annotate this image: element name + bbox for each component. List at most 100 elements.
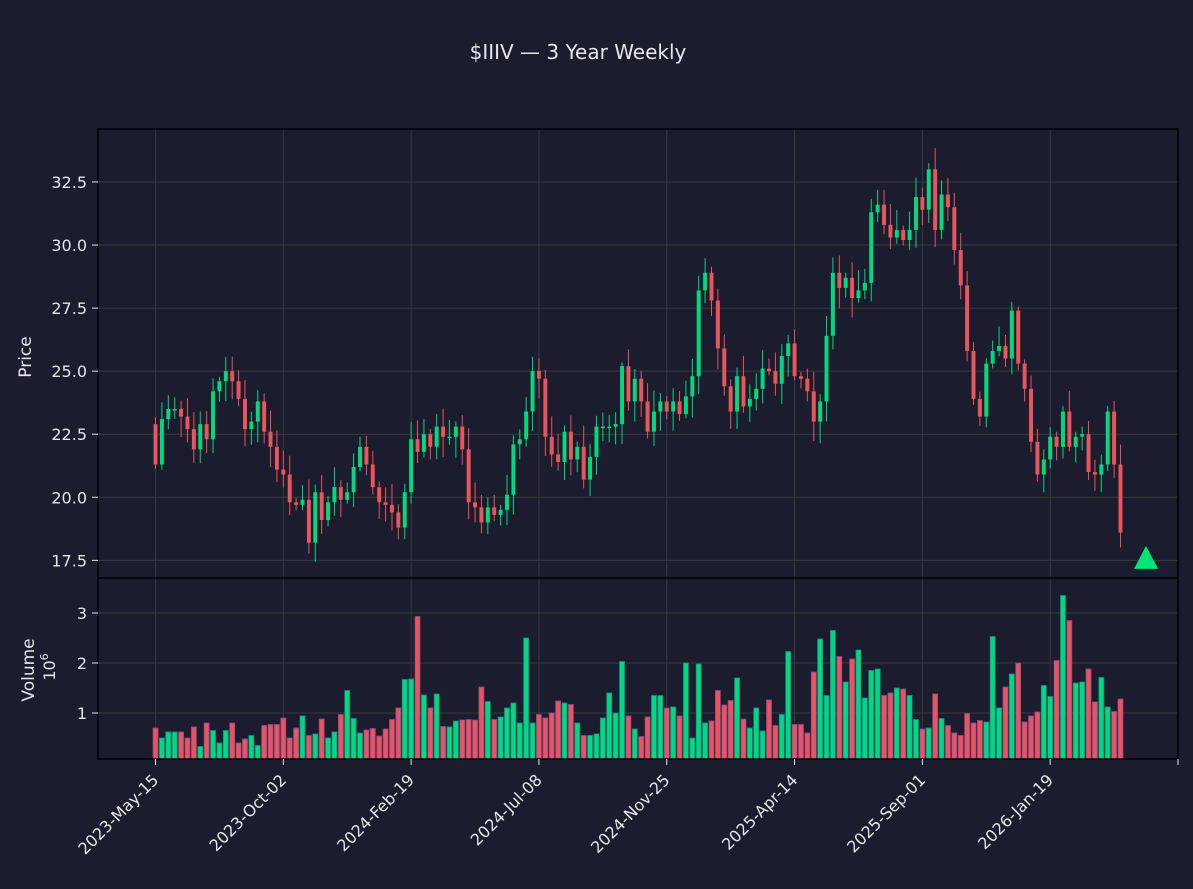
- volume-bar: [357, 732, 363, 760]
- volume-bar: [248, 735, 255, 760]
- candle-body: [901, 229, 906, 240]
- volume-bar: [1028, 715, 1034, 760]
- candle-body: [409, 439, 414, 493]
- candle-body: [530, 371, 535, 412]
- volume-bar: [548, 712, 555, 760]
- candle-body: [703, 272, 708, 291]
- candle-body: [313, 492, 318, 543]
- volume-bar: [945, 725, 951, 760]
- volume-bar: [657, 695, 664, 760]
- volume-bar: [459, 719, 466, 760]
- volume-bar: [216, 742, 223, 760]
- candle-body: [1099, 464, 1104, 475]
- candle-body: [875, 204, 880, 213]
- volume-bar: [382, 728, 389, 760]
- volume-bar: [229, 722, 236, 760]
- candle-body: [779, 356, 784, 384]
- volume-bar: [651, 695, 657, 760]
- volume-bar: [714, 690, 721, 760]
- volume-multiplier-label: 106: [38, 653, 59, 680]
- volume-bar: [165, 731, 172, 760]
- volume-bar: [612, 712, 619, 760]
- candle-body: [191, 429, 196, 450]
- volume-bar: [235, 742, 242, 760]
- candle-body: [914, 197, 918, 230]
- candle-body: [997, 345, 1002, 351]
- volume-bar: [178, 731, 184, 760]
- candle-body: [332, 487, 337, 503]
- volume-bar: [203, 722, 210, 760]
- volume-bar: [325, 737, 331, 760]
- volume-bar: [695, 663, 702, 760]
- candle-body: [1054, 436, 1059, 447]
- volume-bar: [881, 695, 887, 760]
- candle-body: [319, 492, 324, 520]
- volume-bar: [1104, 706, 1111, 760]
- volume-bar: [740, 718, 747, 760]
- volume-bar: [254, 745, 261, 760]
- candle-body: [351, 467, 356, 493]
- candle-body: [159, 419, 164, 465]
- candle-body: [747, 398, 752, 407]
- volume-bar: [293, 727, 299, 760]
- volume-bar: [274, 724, 280, 760]
- candle-body: [741, 376, 746, 407]
- candle-body: [511, 444, 516, 495]
- volume-bar: [1092, 701, 1098, 760]
- volume-bar: [363, 729, 370, 760]
- volume-bar: [727, 700, 734, 760]
- candle-body: [683, 396, 688, 415]
- candle-body: [281, 469, 286, 475]
- candle-body: [658, 401, 663, 412]
- volume-bar: [599, 717, 606, 760]
- volume-bar: [1060, 595, 1066, 760]
- volume-bar: [932, 693, 939, 760]
- candle-body: [498, 509, 503, 515]
- price-tick-label: 17.5: [51, 551, 87, 570]
- volume-bar: [318, 718, 325, 760]
- candle-body: [345, 492, 350, 500]
- volume-bar: [766, 699, 772, 760]
- volume-bar: [919, 728, 926, 760]
- volume-bar: [670, 706, 677, 760]
- volume-bar: [631, 728, 638, 760]
- candle-body: [428, 434, 433, 447]
- candle-body: [421, 434, 426, 452]
- price-tick-label: 22.5: [51, 425, 87, 444]
- volume-bar: [190, 726, 197, 760]
- volume-bar: [938, 718, 945, 760]
- volume-bar: [261, 725, 268, 760]
- volume-bar: [529, 722, 536, 760]
- candle-body: [850, 277, 855, 299]
- volume-bar: [638, 736, 645, 760]
- candle-body: [255, 401, 260, 422]
- candle-body: [798, 376, 803, 379]
- candle-body: [1067, 411, 1072, 447]
- volume-bar: [970, 722, 977, 760]
- volume-tick-label: 3: [77, 604, 87, 623]
- candle-body: [620, 366, 625, 425]
- candle-body: [543, 378, 548, 437]
- candle-body: [1086, 434, 1091, 473]
- volume-bar: [242, 738, 248, 760]
- volume-bar: [951, 732, 958, 760]
- volume-bar: [619, 661, 625, 760]
- volume-bar: [676, 715, 683, 760]
- volume-bar: [734, 677, 740, 760]
- volume-bar: [414, 616, 421, 760]
- volume-bar: [395, 707, 402, 760]
- volume-bar: [644, 716, 651, 760]
- volume-bar: [184, 737, 191, 760]
- candle-body: [664, 401, 669, 412]
- volume-bar: [568, 704, 574, 760]
- candle-body: [223, 371, 228, 382]
- volume-bar: [536, 714, 542, 760]
- volume-bar: [580, 735, 587, 760]
- volume-bar: [593, 733, 600, 760]
- candle-body: [441, 426, 446, 437]
- volume-bar: [587, 735, 593, 760]
- volume-bar: [849, 658, 855, 760]
- volume-bar: [574, 722, 581, 760]
- volume-bar: [433, 693, 440, 760]
- volume-bar: [516, 722, 523, 760]
